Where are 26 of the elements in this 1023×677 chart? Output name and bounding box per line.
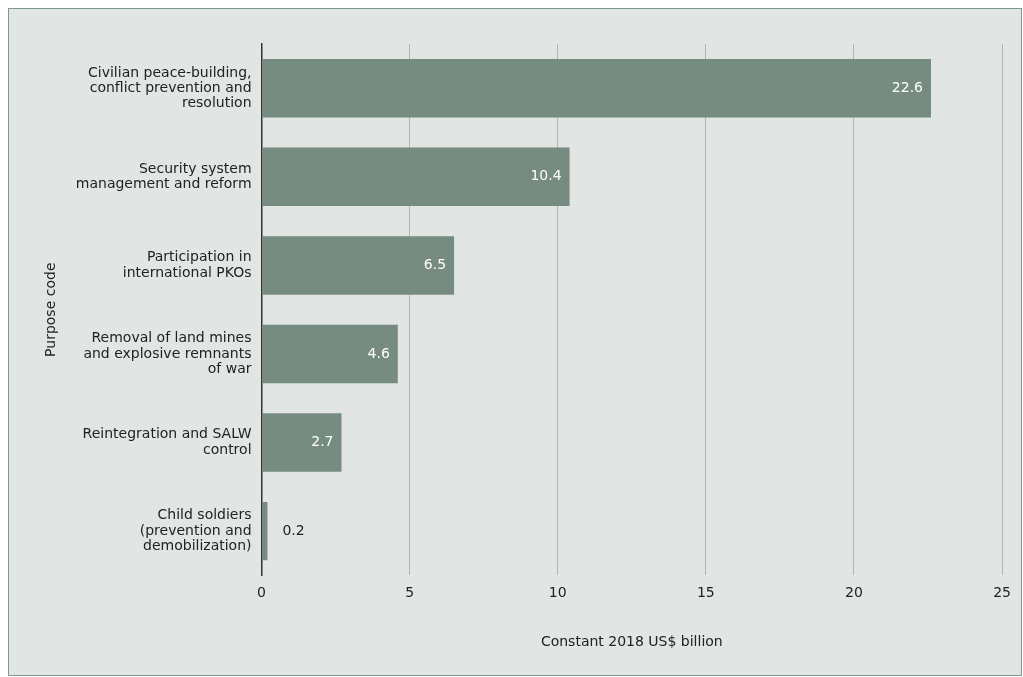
bar [262, 59, 931, 118]
x-tick-label: 0 [257, 584, 266, 601]
data-label: 6.5 [423, 256, 447, 273]
y-tick-label: Child soldiers (prevention and demobilization) [139, 506, 252, 554]
x-tick-label: 15 [696, 584, 715, 601]
data-label: 4.6 [367, 344, 390, 361]
bar [262, 324, 398, 384]
y-tick-label: Removal of land mines and explosive remnants of war [83, 329, 252, 377]
y-tick-label: Reintegration and SALW control [82, 425, 252, 457]
data-label: 2.7 [311, 433, 334, 450]
data-label: 22.6 [891, 78, 924, 95]
bar [262, 236, 455, 295]
bar [262, 413, 342, 472]
x-axis-title: Constant 2018 US$ billion [540, 633, 723, 650]
x-tick-label: 25 [993, 584, 1012, 601]
y-tick-label: Security system management and reform [75, 159, 252, 192]
y-axis-title: Purpose code [42, 262, 59, 357]
bar [262, 147, 570, 207]
x-tick-label: 20 [845, 584, 863, 601]
x-tick-label: 5 [405, 584, 415, 601]
data-label: 0.2 [282, 521, 305, 538]
data-label: 10.4 [530, 167, 562, 184]
y-tick-label: Participation in international PKOs [122, 248, 252, 280]
bar [262, 501, 268, 561]
x-tick-label: 10 [548, 584, 567, 601]
y-tick-label: Civilian peace-building, conflict prevention and resolution [88, 63, 252, 111]
